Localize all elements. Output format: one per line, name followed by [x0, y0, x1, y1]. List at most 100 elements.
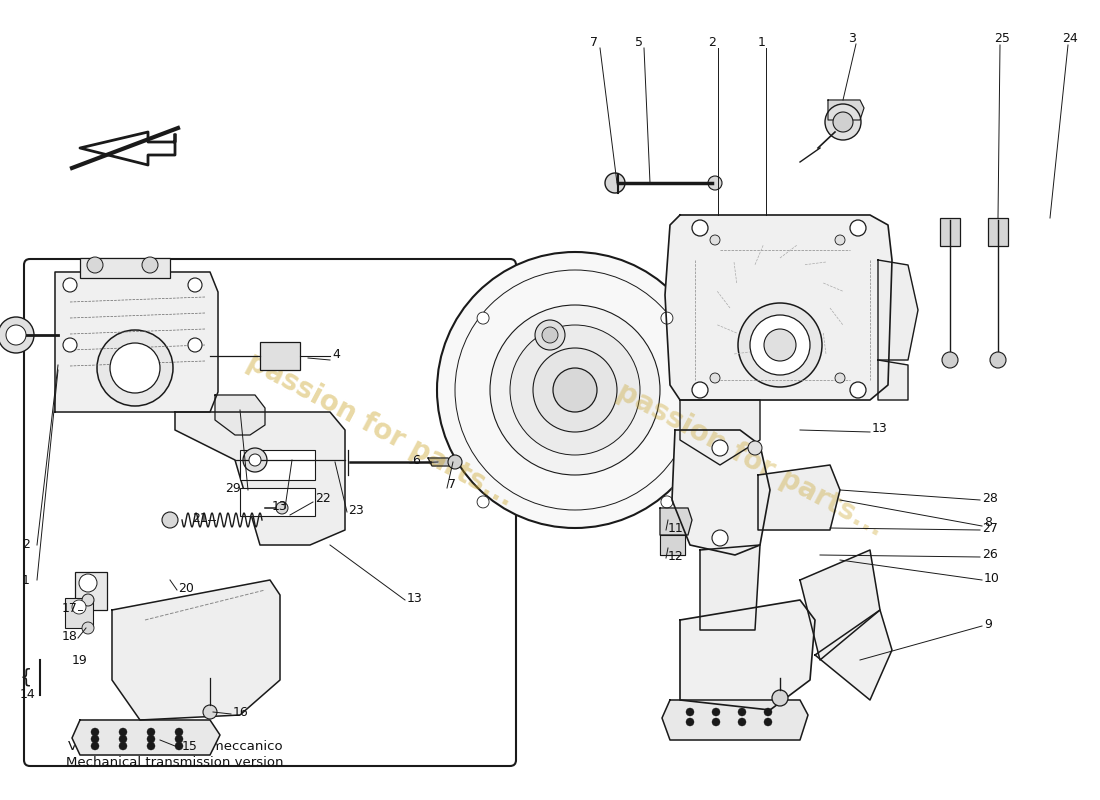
Text: 2: 2: [708, 35, 716, 49]
Circle shape: [990, 352, 1006, 368]
Circle shape: [764, 708, 772, 716]
Bar: [65, 598, 94, 628]
Circle shape: [437, 252, 713, 528]
Circle shape: [72, 600, 86, 614]
Circle shape: [712, 530, 728, 546]
Circle shape: [79, 574, 97, 592]
Polygon shape: [428, 458, 452, 466]
Polygon shape: [660, 535, 685, 555]
Polygon shape: [55, 272, 218, 412]
Text: 22: 22: [315, 491, 331, 505]
Text: 14: 14: [20, 689, 35, 702]
Text: 13: 13: [872, 422, 888, 434]
Circle shape: [772, 690, 788, 706]
Text: 13: 13: [272, 499, 288, 513]
Polygon shape: [662, 700, 808, 740]
Circle shape: [82, 594, 94, 606]
Text: 13: 13: [407, 591, 422, 605]
Polygon shape: [80, 132, 175, 165]
Text: passion for parts...: passion for parts...: [612, 378, 889, 542]
Circle shape: [188, 278, 202, 292]
Text: 10: 10: [984, 571, 1000, 585]
Circle shape: [835, 235, 845, 245]
Circle shape: [63, 338, 77, 352]
Circle shape: [142, 257, 158, 273]
Circle shape: [147, 728, 155, 736]
Circle shape: [119, 742, 126, 750]
Circle shape: [553, 368, 597, 412]
Text: Mechanical transmission version: Mechanical transmission version: [66, 755, 284, 769]
Circle shape: [708, 176, 722, 190]
Circle shape: [535, 320, 565, 350]
Circle shape: [712, 440, 728, 456]
Circle shape: [91, 728, 99, 736]
Text: 19: 19: [72, 654, 88, 666]
Text: 27: 27: [982, 522, 998, 534]
Circle shape: [477, 312, 490, 324]
Circle shape: [188, 338, 202, 352]
Text: 24: 24: [1062, 31, 1078, 45]
Circle shape: [175, 742, 183, 750]
Text: 11: 11: [668, 522, 684, 534]
Circle shape: [748, 441, 762, 455]
Circle shape: [82, 622, 94, 634]
Circle shape: [542, 327, 558, 343]
Text: 6: 6: [412, 454, 420, 466]
Text: {: {: [20, 667, 32, 686]
Circle shape: [835, 373, 845, 383]
Circle shape: [850, 382, 866, 398]
Polygon shape: [175, 412, 345, 545]
Circle shape: [448, 455, 462, 469]
Circle shape: [534, 348, 617, 432]
Bar: [940, 218, 960, 246]
Text: passion for parts...: passion for parts...: [242, 347, 518, 513]
Circle shape: [477, 496, 490, 508]
Text: 18: 18: [62, 630, 78, 642]
Text: 16: 16: [233, 706, 249, 718]
Text: 21: 21: [192, 511, 208, 525]
Polygon shape: [680, 400, 760, 465]
Circle shape: [764, 329, 796, 361]
Polygon shape: [758, 465, 840, 530]
Circle shape: [147, 742, 155, 750]
Polygon shape: [815, 610, 892, 700]
Circle shape: [738, 708, 746, 716]
Text: 23: 23: [348, 503, 364, 517]
Circle shape: [490, 305, 660, 475]
Circle shape: [91, 735, 99, 743]
Circle shape: [738, 303, 822, 387]
Circle shape: [249, 454, 261, 466]
Text: 12: 12: [668, 550, 684, 562]
Circle shape: [87, 257, 103, 273]
Circle shape: [712, 718, 720, 726]
Polygon shape: [660, 508, 692, 535]
Circle shape: [175, 735, 183, 743]
Text: 29: 29: [226, 482, 241, 494]
Polygon shape: [800, 550, 880, 660]
Polygon shape: [666, 215, 892, 400]
Circle shape: [204, 705, 217, 719]
Polygon shape: [828, 100, 864, 120]
Circle shape: [510, 325, 640, 455]
Text: 20: 20: [178, 582, 194, 594]
Circle shape: [686, 708, 694, 716]
Bar: [80, 258, 170, 278]
Circle shape: [119, 728, 126, 736]
Text: 7: 7: [590, 35, 598, 49]
Polygon shape: [700, 545, 760, 630]
Text: 25: 25: [994, 31, 1010, 45]
Text: 28: 28: [982, 491, 998, 505]
Polygon shape: [72, 720, 220, 755]
Polygon shape: [214, 395, 265, 435]
Polygon shape: [680, 600, 815, 710]
Text: 17: 17: [62, 602, 78, 614]
Circle shape: [162, 512, 178, 528]
Bar: [988, 218, 1008, 246]
Circle shape: [276, 502, 288, 514]
Bar: [75, 572, 107, 610]
Circle shape: [147, 735, 155, 743]
Circle shape: [63, 278, 77, 292]
Circle shape: [661, 312, 673, 324]
Circle shape: [686, 718, 694, 726]
Polygon shape: [878, 360, 908, 400]
